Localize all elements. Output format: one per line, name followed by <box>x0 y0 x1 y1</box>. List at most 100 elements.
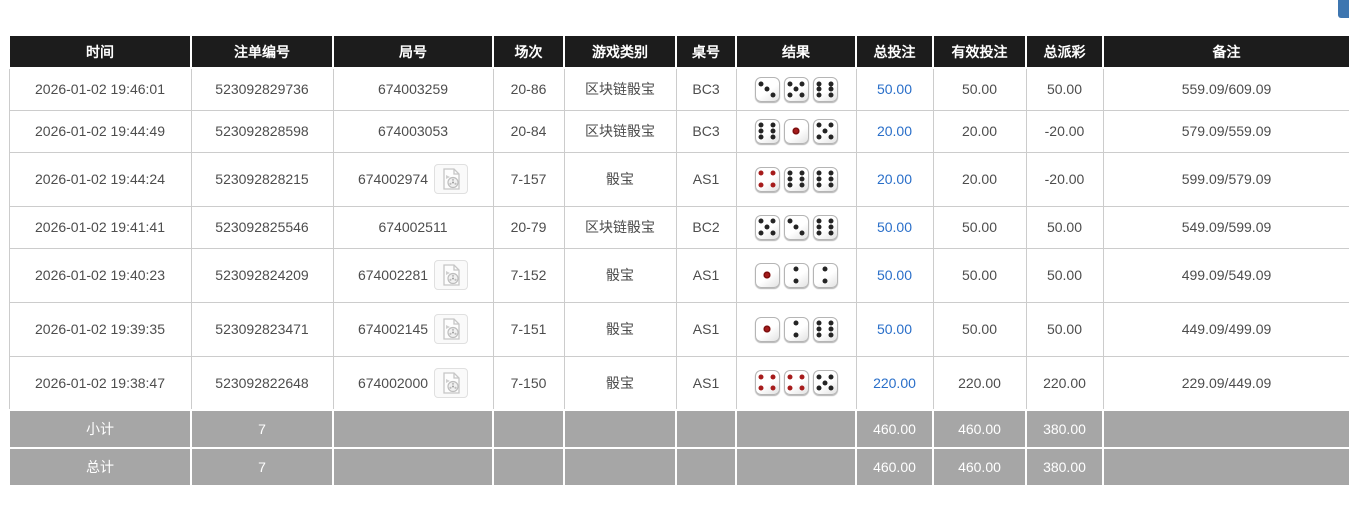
col-header-game-type: 游戏类别 <box>563 36 677 69</box>
result-dice <box>753 166 840 192</box>
time-cell: 2026-01-02 19:38:47 <box>8 355 192 411</box>
die-6-icon <box>812 166 838 192</box>
col-header-bet-number: 注单编号 <box>190 36 334 69</box>
round-number: 674002281 <box>357 267 429 283</box>
bet-number-cell: 523092829736 <box>190 67 334 111</box>
die-6-icon <box>812 316 838 342</box>
game-type-cell: 骰宝 <box>563 247 677 303</box>
time-cell: 2026-01-02 19:44:49 <box>8 109 192 153</box>
record-row: 2026-01-02 19:46:01 523092829736 6740032… <box>8 67 1349 111</box>
valid-bet-cell: 50.00 <box>932 67 1027 111</box>
round-number-cell: 674002974 <box>332 151 494 207</box>
summary-label-cell: 小计 <box>8 409 192 449</box>
round-number-cell: 674002281 <box>332 247 494 303</box>
die-5-icon <box>812 118 838 144</box>
table-number-cell: BC2 <box>675 205 737 249</box>
remark-cell: 559.09/609.09 <box>1102 67 1349 111</box>
summary-total-bet-cell: 460.00 <box>855 409 934 449</box>
time-cell: 2026-01-02 19:41:41 <box>8 205 192 249</box>
cutoff-blue-button[interactable] <box>1338 0 1349 18</box>
result-dice <box>753 370 840 396</box>
col-header-round-number: 局号 <box>332 36 494 69</box>
die-1-icon <box>754 262 780 288</box>
round-number: 674003259 <box>377 81 449 98</box>
valid-bet-cell: 50.00 <box>932 205 1027 249</box>
die-1-icon <box>783 118 809 144</box>
bet-number-cell: 523092823471 <box>190 301 334 357</box>
round-number-cell: 674003259 <box>332 67 494 111</box>
game-type-cell: 骰宝 <box>563 355 677 411</box>
record-row: 2026-01-02 19:44:49 523092828598 6740030… <box>8 109 1349 153</box>
die-5-icon <box>754 214 780 240</box>
summary-count-cell: 7 <box>190 409 334 449</box>
time-cell: 2026-01-02 19:44:24 <box>8 151 192 207</box>
total-bet-value[interactable]: 20.00 <box>876 123 913 139</box>
summary-payout-cell: 380.00 <box>1025 447 1104 487</box>
total-bet-cell: 20.00 <box>855 151 934 207</box>
total-bet-value[interactable]: 50.00 <box>876 267 913 283</box>
valid-bet-cell: 50.00 <box>932 301 1027 357</box>
round-number-cell: 674002000 <box>332 355 494 411</box>
result-dice <box>753 76 840 102</box>
die-6-icon <box>783 166 809 192</box>
round-number-cell: 674003053 <box>332 109 494 153</box>
bet-records-table: 时间 注单编号 局号 场次 游戏类别 桌号 结果 总投注 有效投注 总派彩 备注… <box>8 36 1349 487</box>
payout-cell: -20.00 <box>1025 151 1104 207</box>
col-header-time: 时间 <box>8 36 192 69</box>
remark-cell: 549.09/599.09 <box>1102 205 1349 249</box>
table-header: 时间 注单编号 局号 场次 游戏类别 桌号 结果 总投注 有效投注 总派彩 备注 <box>8 36 1349 69</box>
remark-cell: 579.09/559.09 <box>1102 109 1349 153</box>
game-type-cell: 骰宝 <box>563 151 677 207</box>
total-bet-cell: 50.00 <box>855 301 934 357</box>
valid-bet-cell: 220.00 <box>932 355 1027 411</box>
valid-bet-cell: 20.00 <box>932 151 1027 207</box>
video-replay-button[interactable] <box>434 260 469 290</box>
result-dice <box>753 214 840 240</box>
payout-cell: 50.00 <box>1025 247 1104 303</box>
record-row: 2026-01-02 19:40:23 523092824209 6740022… <box>8 247 1349 303</box>
payout-cell: 50.00 <box>1025 301 1104 357</box>
col-header-valid-bet: 有效投注 <box>932 36 1027 69</box>
summary-body: 小计 7 460.00 460.00 380.00 总计 7 460.00 46… <box>8 409 1349 487</box>
video-replay-icon <box>443 372 460 394</box>
col-header-result: 结果 <box>735 36 857 69</box>
total-bet-value[interactable]: 50.00 <box>876 81 913 98</box>
total-bet-value[interactable]: 50.00 <box>876 219 913 235</box>
summary-count-cell: 7 <box>190 447 334 487</box>
total-bet-value[interactable]: 20.00 <box>876 171 913 187</box>
total-bet-cell: 50.00 <box>855 205 934 249</box>
die-4-icon <box>754 370 780 396</box>
col-header-table-number: 桌号 <box>675 36 737 69</box>
die-2-icon <box>812 262 838 288</box>
die-4-icon <box>754 166 780 192</box>
bet-number-cell: 523092822648 <box>190 355 334 411</box>
video-replay-button[interactable] <box>434 314 469 344</box>
remark-cell: 599.09/579.09 <box>1102 151 1349 207</box>
record-row: 2026-01-02 19:41:41 523092825546 6740025… <box>8 205 1349 249</box>
round-number: 674002511 <box>378 219 448 235</box>
result-cell <box>735 355 857 411</box>
game-type-cell: 区块链骰宝 <box>563 109 677 153</box>
result-cell <box>735 301 857 357</box>
total-bet-value[interactable]: 50.00 <box>876 321 913 337</box>
die-3-icon <box>754 76 780 102</box>
time-cell: 2026-01-02 19:39:35 <box>8 301 192 357</box>
result-dice <box>753 118 840 144</box>
session-cell: 7-150 <box>492 355 565 411</box>
result-cell <box>735 151 857 207</box>
payout-cell: 220.00 <box>1025 355 1104 411</box>
die-6-icon <box>754 118 780 144</box>
col-header-session: 场次 <box>492 36 565 69</box>
result-dice <box>753 316 840 342</box>
round-number: 674002145 <box>357 321 429 337</box>
total-bet-cell: 20.00 <box>855 109 934 153</box>
session-cell: 20-86 <box>492 67 565 111</box>
total-bet-cell: 50.00 <box>855 67 934 111</box>
total-bet-value[interactable]: 220.00 <box>873 374 916 391</box>
video-replay-button[interactable] <box>434 164 469 194</box>
summary-valid-bet-cell: 460.00 <box>932 409 1027 449</box>
payout-cell: 50.00 <box>1025 205 1104 249</box>
video-replay-button[interactable] <box>434 367 469 398</box>
result-cell <box>735 109 857 153</box>
total-bet-cell: 220.00 <box>855 355 934 411</box>
